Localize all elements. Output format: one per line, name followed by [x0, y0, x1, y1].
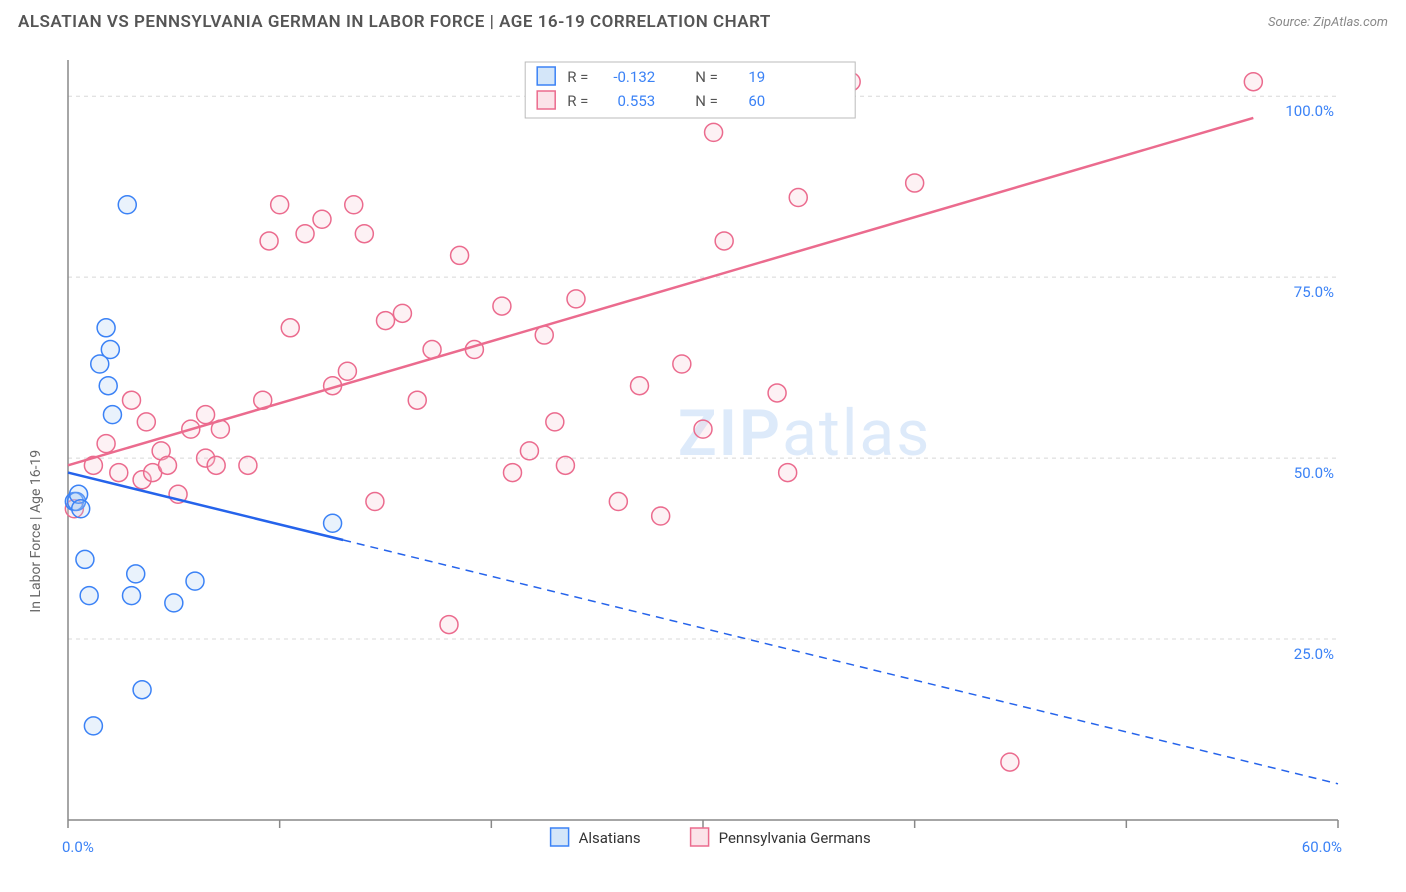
- svg-text:N =: N =: [695, 92, 718, 110]
- svg-text:19: 19: [748, 68, 765, 86]
- svg-text:50.0%: 50.0%: [1294, 464, 1334, 482]
- svg-text:R =: R =: [567, 92, 588, 110]
- svg-text:0.0%: 0.0%: [62, 838, 94, 856]
- svg-text:75.0%: 75.0%: [1294, 283, 1334, 301]
- svg-text:-0.132: -0.132: [613, 68, 655, 86]
- svg-text:0.553: 0.553: [618, 92, 656, 110]
- source-label: Source: ZipAtlas.com: [1268, 15, 1388, 30]
- svg-text:25.0%: 25.0%: [1294, 645, 1334, 663]
- svg-text:Alsatians: Alsatians: [579, 829, 641, 847]
- svg-text:ZIPatlas: ZIPatlas: [678, 396, 931, 471]
- svg-text:60.0%: 60.0%: [1302, 838, 1342, 856]
- svg-text:R =: R =: [567, 68, 588, 86]
- svg-text:In Labor Force | Age 16-19: In Labor Force | Age 16-19: [28, 450, 44, 613]
- correlation-chart: ZIPatlas 0.0% 60.0% 25.0% 50.0% 75.0% 100.0% In…: [18, 50, 1388, 880]
- svg-text:60: 60: [748, 92, 765, 110]
- svg-text:Pennsylvania Germans: Pennsylvania Germans: [719, 829, 871, 847]
- svg-text:N =: N =: [695, 68, 718, 86]
- svg-text:100.0%: 100.0%: [1285, 102, 1334, 120]
- chart-title: ALSATIAN VS PENNSYLVANIA GERMAN IN LABOR…: [18, 12, 771, 32]
